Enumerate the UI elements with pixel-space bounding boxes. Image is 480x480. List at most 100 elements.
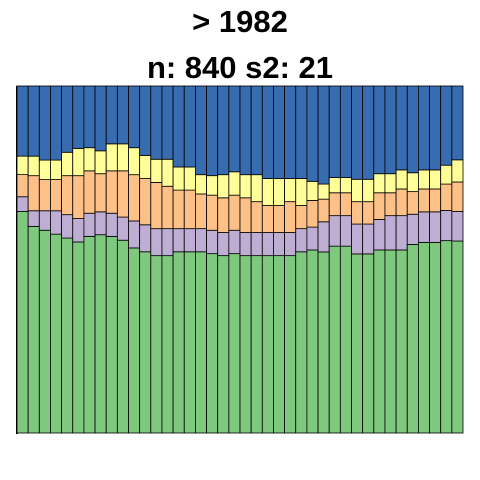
bar-segment-28-3	[328, 177, 341, 194]
bar-segment-22-3	[261, 178, 274, 206]
bar-segment-22-2	[261, 205, 274, 233]
bar-segment-18-0	[217, 255, 230, 434]
bar-segment-26-0	[306, 249, 319, 434]
bar-segment-13-1	[161, 228, 174, 257]
bar-segment-20-3	[239, 174, 252, 199]
bar-segment-34-0	[395, 249, 408, 434]
bar-segment-3-4	[50, 85, 63, 161]
bar-segment-34-2	[395, 188, 408, 217]
bar-segment-37-0	[429, 241, 442, 434]
bar-segment-30-4	[351, 85, 364, 180]
bar-segment-19-2	[228, 194, 241, 231]
bar-segment-11-4	[139, 85, 152, 156]
bar-segment-36-3	[417, 169, 430, 190]
chart-subtitle: n: 840 s2: 21	[146, 50, 334, 85]
bar-segment-6-4	[83, 85, 96, 149]
bar-segment-39-4	[451, 85, 464, 161]
bar-segment-25-1	[295, 228, 308, 253]
bar-segment-37-4	[429, 85, 442, 171]
bar-segment-2-0	[38, 229, 51, 434]
bar-segment-14-4	[172, 85, 185, 168]
bar-segment-1-2	[27, 175, 40, 212]
bar-segment-19-1	[228, 229, 241, 255]
chart-title: > 1982	[192, 4, 288, 39]
bar-segment-1-1	[27, 210, 40, 227]
bar-segment-16-3	[194, 174, 207, 195]
bar-segment-14-0	[172, 251, 185, 434]
bar-segment-11-0	[139, 251, 152, 434]
bar-segment-35-3	[406, 172, 419, 193]
bar-segment-12-2	[150, 181, 163, 230]
bar-segment-5-1	[72, 218, 85, 243]
bar-segment-6-3	[83, 147, 96, 172]
bar-segment-32-2	[373, 192, 386, 220]
bar-segment-16-0	[194, 251, 207, 434]
bar-segment-4-3	[61, 151, 74, 177]
bar-segment-6-1	[83, 212, 96, 237]
bar-segment-38-3	[440, 164, 453, 185]
bar-segment-9-0	[116, 239, 129, 434]
bar-segment-10-1	[128, 220, 141, 249]
bar-segment-1-3	[27, 155, 40, 177]
bar-segment-10-4	[128, 85, 141, 149]
bar-segment-3-1	[50, 210, 63, 235]
bar-segment-1-0	[27, 225, 40, 434]
bar-segment-7-3	[94, 150, 107, 175]
bar-segment-0-0	[16, 211, 29, 434]
bar-segment-12-4	[150, 85, 163, 160]
bar-segment-29-4	[339, 85, 352, 178]
bar-segment-31-0	[362, 253, 375, 434]
bar-segment-27-1	[317, 221, 330, 253]
bar-segment-32-0	[373, 249, 386, 434]
bar-segment-33-2	[384, 192, 397, 217]
bar-segment-38-1	[440, 210, 453, 242]
bar-segment-17-1	[206, 229, 219, 255]
bar-segment-35-4	[406, 85, 419, 174]
bar-segment-24-4	[284, 85, 297, 179]
bar-segment-35-1	[406, 213, 419, 245]
bar-segment-13-2	[161, 185, 174, 230]
bar-segment-3-0	[50, 233, 63, 434]
bar-segment-12-0	[150, 255, 163, 434]
bar-segment-9-3	[116, 143, 129, 172]
bar-segment-34-3	[395, 169, 408, 190]
bar-segment-20-1	[239, 232, 252, 257]
bar-segment-3-2	[50, 179, 63, 212]
bar-segment-28-4	[328, 85, 341, 178]
bar-segment-35-2	[406, 191, 419, 215]
bar-segment-0-3	[16, 155, 29, 175]
bar-segment-28-0	[328, 245, 341, 434]
bar-segment-29-3	[339, 177, 352, 194]
bar-segment-25-4	[295, 85, 308, 179]
bar-segment-32-1	[373, 219, 386, 251]
bar-segment-39-3	[451, 159, 464, 183]
bar-segment-15-2	[183, 189, 196, 230]
bar-segment-27-4	[317, 85, 330, 185]
bar-segment-15-0	[183, 251, 196, 434]
bar-segment-31-1	[362, 223, 375, 255]
bar-segment-33-4	[384, 85, 397, 175]
bar-segment-36-4	[417, 85, 430, 171]
bar-segment-18-4	[217, 85, 230, 176]
bar-segment-20-2	[239, 197, 252, 233]
bar-segment-2-3	[38, 159, 51, 180]
bar-segment-19-0	[228, 253, 241, 434]
bar-segment-21-4	[250, 85, 263, 176]
bar-segment-23-1	[273, 232, 286, 257]
bar-segment-0-4	[16, 85, 29, 157]
bar-segment-21-1	[250, 232, 263, 257]
bar-segment-16-4	[194, 85, 207, 176]
bar-segment-7-1	[94, 211, 107, 236]
bar-segment-28-1	[328, 215, 341, 247]
bar-segment-24-2	[284, 201, 297, 233]
bar-segment-8-3	[105, 143, 118, 172]
bar-segment-37-2	[429, 188, 442, 213]
bar-segment-27-3	[317, 183, 330, 200]
bar-segment-2-1	[38, 210, 51, 231]
bar-segment-37-1	[429, 211, 442, 243]
bar-segment-23-0	[273, 255, 286, 434]
bar-segment-32-4	[373, 85, 386, 175]
bar-segment-30-3	[351, 178, 364, 203]
bar-segment-26-2	[306, 199, 319, 228]
